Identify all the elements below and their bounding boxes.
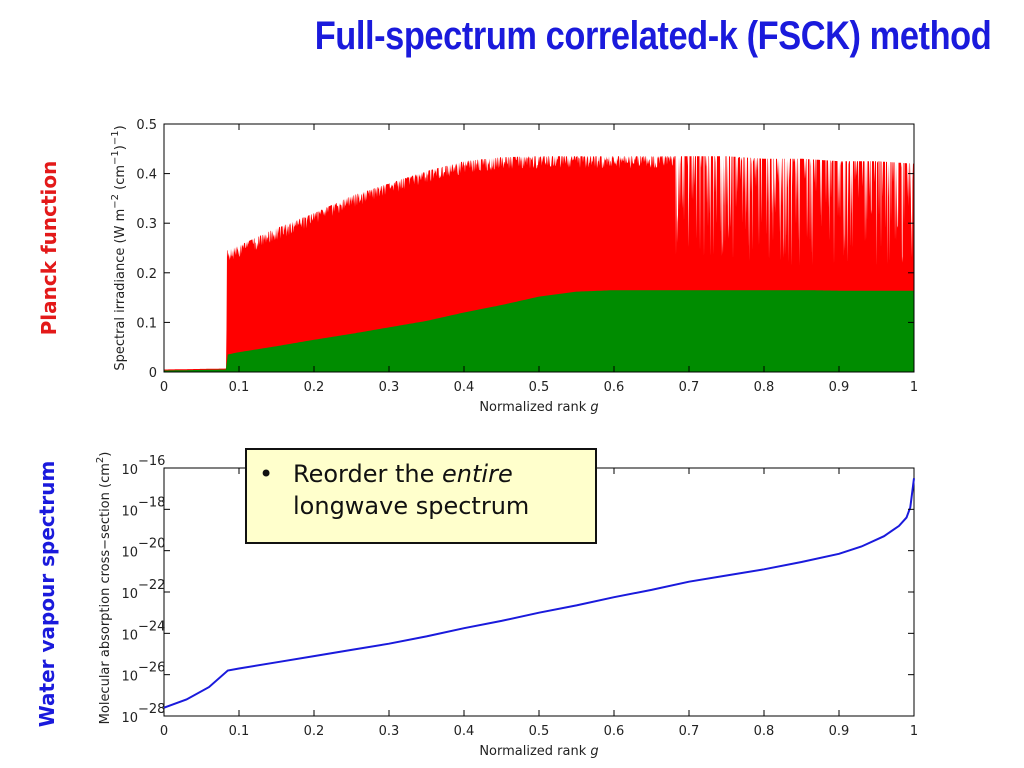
planck-ylabel-part: ) [113, 145, 128, 150]
water-ylabel-part: Molecular absorption cross−section (cm [98, 463, 113, 724]
water-ytick-exponent: −22 [138, 578, 165, 593]
planck-ylabel-part: −1 [110, 150, 121, 165]
water-ytick-exponent: −24 [138, 619, 165, 634]
water-xtick-label: 0.6 [604, 724, 625, 739]
water-xtick-label: 0.8 [754, 724, 775, 739]
planck-ytick-label: 0.2 [136, 267, 157, 282]
water-xtick-label: 0.2 [304, 724, 325, 739]
water-xlabel: Normalized rank g [479, 744, 598, 759]
callout-box: • Reorder the entire longwave spectrum [245, 448, 597, 544]
planck-xtick-label: 0.3 [379, 380, 400, 395]
planck-ylabel-part: ) [113, 125, 128, 130]
planck-xtick-label: 0.1 [229, 380, 250, 395]
planck-ytick-label: 0 [149, 366, 157, 381]
planck-xtick-label: 0.7 [679, 380, 700, 395]
planck-xtick-label: 0 [160, 380, 168, 395]
callout-text-before: Reorder the [293, 460, 443, 488]
planck-xtick-label: 0.2 [304, 380, 325, 395]
water-xtick-label: 0.1 [229, 724, 250, 739]
water-ylabel-sup: 2 [95, 457, 106, 463]
water-ylabel: Molecular absorption cross−section (cm2) [95, 452, 113, 725]
water-ytick-label: 10 [121, 628, 138, 643]
water-ytick-label: 10 [121, 670, 138, 685]
planck-ylabel-part: −1 [110, 130, 121, 145]
water-ytick-exponent: −18 [138, 495, 165, 510]
water-cross-section-line [163, 478, 915, 709]
planck-xtick-label: 0.5 [529, 380, 550, 395]
callout-text-after: longwave spectrum [293, 492, 530, 520]
water-ytick-exponent: −28 [138, 702, 165, 717]
water-xtick-label: 0 [160, 724, 168, 739]
planck-green-series [164, 290, 914, 372]
water-ylabel-end: ) [98, 452, 113, 457]
planck-xtick-label: 0.8 [754, 380, 775, 395]
water-xtick-label: 0.5 [529, 724, 550, 739]
planck-ylabel-part: (cm [113, 165, 128, 194]
water-xtick-label: 0.3 [379, 724, 400, 739]
water-xtick-label: 0.7 [679, 724, 700, 739]
water-ytick-label: 10 [121, 463, 138, 478]
water-ytick-label: 10 [121, 711, 138, 726]
water-xtick-label: 1 [910, 724, 918, 739]
planck-ytick-label: 0.1 [136, 316, 157, 331]
planck-xlabel: Normalized rank g [479, 400, 598, 415]
water-ytick-exponent: −26 [138, 661, 165, 676]
planck-xtick-label: 1 [910, 380, 918, 395]
slide-title: Full-spectrum correlated-k (FSCK) method [314, 14, 992, 58]
water-xtick-label: 0.9 [829, 724, 850, 739]
planck-ytick-label: 0.5 [136, 118, 157, 133]
callout-bullet: • [259, 460, 274, 488]
planck-ylabel-part: Spectral irradiance (W m [113, 209, 128, 371]
planck-xtick-label: 0.6 [604, 380, 625, 395]
callout-text-emphasis: entire [442, 460, 513, 488]
water-xtick-label: 0.4 [454, 724, 475, 739]
water-ytick-exponent: −20 [138, 537, 165, 552]
planck-ylabel-part: −2 [110, 194, 121, 209]
planck-xtick-label: 0.4 [454, 380, 475, 395]
water-ytick-label: 10 [121, 587, 138, 602]
water-ytick-label: 10 [121, 504, 138, 519]
planck-chart: 0 0.1 0.2 0.3 0.4 0.5 0.6 0.7 0.8 0.9 1 0 0.1 0.2 0.3 0… [110, 118, 918, 415]
water-xlabel-var: g [590, 744, 598, 759]
callout-text: Reorder the entire longwave spectrum [293, 458, 585, 522]
water-ytick-exponent: −16 [138, 454, 165, 469]
planck-xtick-label: 0.9 [829, 380, 850, 395]
planck-xlabel-var: g [590, 400, 598, 415]
planck-ytick-label: 0.3 [136, 217, 157, 232]
planck-ytick-label: 0.4 [136, 168, 157, 183]
planck-ylabel: Spectral irradiance (W m−2 (cm−1)−1) [110, 125, 128, 370]
water-ytick-label: 10 [121, 546, 138, 561]
